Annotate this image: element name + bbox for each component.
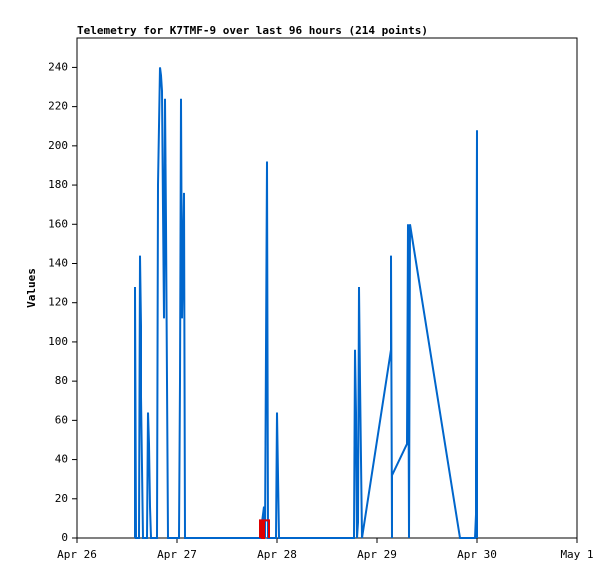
y-tick-label: 100 xyxy=(48,335,68,348)
x-tick-label: May 1 xyxy=(560,548,593,561)
y-tick-label: 0 xyxy=(61,531,68,544)
x-tick-label: Apr 27 xyxy=(157,548,197,561)
y-tick-label: 220 xyxy=(48,100,68,113)
x-tick-label: Apr 28 xyxy=(257,548,297,561)
y-tick-label: 120 xyxy=(48,296,68,309)
y-tick-label: 180 xyxy=(48,178,68,191)
x-tick-label: Apr 30 xyxy=(457,548,497,561)
y-tick-label: 20 xyxy=(55,492,68,505)
y-tick-label: 200 xyxy=(48,139,68,152)
y-tick-label: 40 xyxy=(55,453,68,466)
y-tick-label: 160 xyxy=(48,217,68,230)
x-tick-label: Apr 29 xyxy=(357,548,397,561)
y-tick-label: 60 xyxy=(55,413,68,426)
chart-title: Telemetry for K7TMF-9 over last 96 hours… xyxy=(77,24,428,37)
series-line xyxy=(259,519,270,539)
y-axis-label: Values xyxy=(25,268,38,308)
y-tick-label: 80 xyxy=(55,374,68,387)
x-tick-label: Apr 26 xyxy=(57,548,97,561)
plot-frame xyxy=(76,37,578,539)
series-line xyxy=(134,67,478,539)
y-tick-label: 240 xyxy=(48,60,68,73)
y-tick-label: 140 xyxy=(48,256,68,269)
